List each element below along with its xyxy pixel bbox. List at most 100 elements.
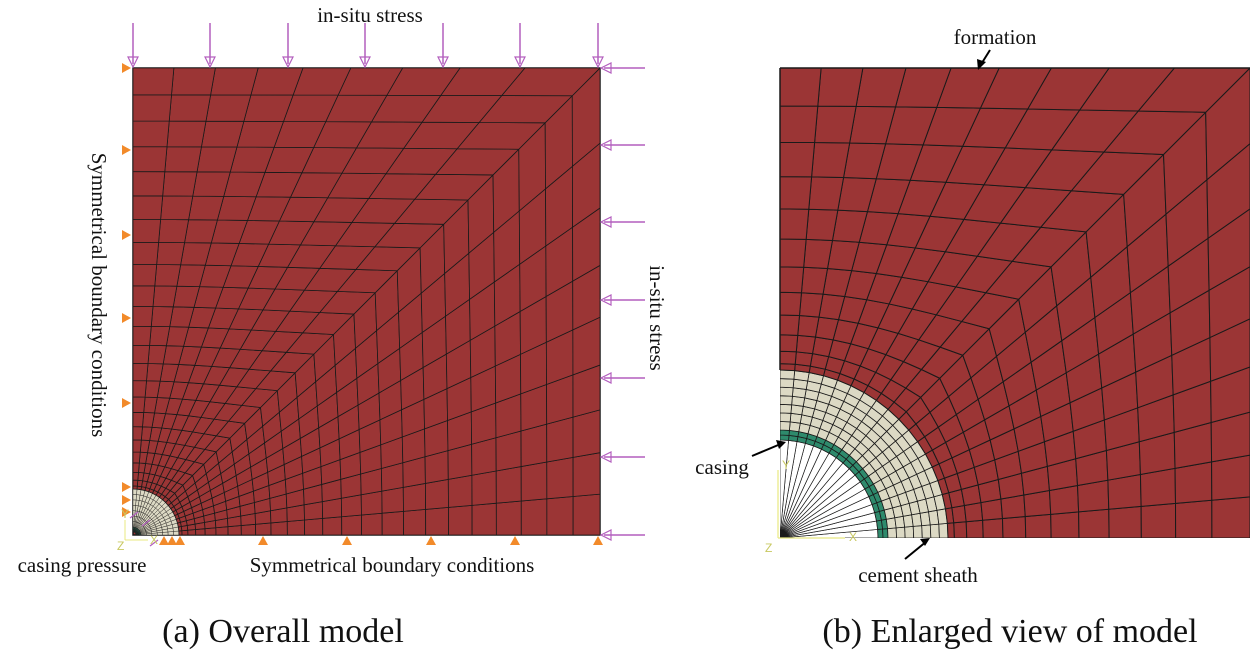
formation-cell (936, 68, 1000, 109)
formation-cell (168, 94, 212, 122)
cement-cell (136, 488, 142, 496)
formation-cell (304, 517, 324, 535)
symmetry-constraints-left (122, 63, 131, 517)
constraint-marker (258, 536, 268, 545)
formation-cell (1208, 266, 1250, 339)
formation-cell (1211, 496, 1250, 538)
caption-overall-model: (a) Overall model (162, 613, 404, 650)
formation-cell (953, 521, 968, 538)
formation-cell (780, 68, 822, 107)
formation-cell (133, 120, 170, 148)
formation-cell (1174, 461, 1213, 504)
caption-enlarged-view: (b) Enlarged view of model (822, 613, 1197, 650)
stress-arrow-head (599, 62, 612, 74)
formation-cell (196, 146, 238, 173)
formation-label: formation (954, 25, 1037, 49)
formation-cell (780, 363, 796, 372)
cement-cell (780, 378, 795, 389)
formation-cell (133, 451, 141, 464)
cement-cell (780, 369, 796, 380)
cement-sheath-pointer (904, 538, 930, 560)
cement-cell (780, 412, 792, 423)
formation-cell (1205, 68, 1250, 181)
mesh-a (133, 68, 600, 535)
formation-cell (133, 426, 143, 441)
formation-cell (140, 426, 153, 441)
formation-cell (341, 514, 362, 535)
formation-cell (1108, 505, 1142, 538)
stress-arrow-head (282, 56, 294, 69)
stress-arrow-head (127, 56, 139, 69)
formation-cell (133, 195, 164, 220)
constraint-marker (122, 313, 131, 323)
formation-cell (133, 241, 160, 265)
formation-cell (803, 238, 834, 270)
formation-cell (780, 176, 813, 210)
formation-cell (495, 500, 522, 535)
symmetry-constraints-bottom (159, 536, 603, 545)
casing-cell (877, 528, 884, 538)
formation-cell (1210, 366, 1250, 424)
constraint-marker (593, 536, 603, 545)
formation-cell (495, 466, 522, 504)
formation-cell (133, 411, 145, 428)
formation-cell (965, 519, 984, 538)
constraint-marker (175, 536, 185, 545)
constraint-marker (122, 63, 131, 73)
formation-cell (139, 439, 151, 454)
formation-cell (255, 522, 272, 535)
cement-cell (912, 525, 923, 538)
formation-cell (1050, 511, 1080, 538)
formation-cell (572, 409, 600, 458)
cement-cell (133, 521, 135, 528)
pressure-arrow (149, 539, 159, 547)
panel-enlarged-view: X Y Z formation casing cement sheath (b)… (695, 25, 1250, 650)
formation-cell (572, 316, 600, 376)
panel-overall-model: X Y Z in-situ stress in-situ stress Symm… (18, 3, 669, 650)
formation-cell (1174, 499, 1213, 538)
constraint-marker (122, 482, 131, 492)
formation-cell (1206, 142, 1250, 240)
formation-cell (894, 68, 952, 108)
constraint-marker (122, 507, 131, 517)
left-symmetry-label: Symmetrical boundary conditions (87, 153, 111, 438)
formation-cell (572, 142, 600, 228)
formation-cell (798, 292, 824, 318)
formation-cell (546, 496, 574, 535)
stress-arrow-head (599, 372, 612, 384)
casing-pressure-label: casing pressure (18, 553, 147, 577)
formation-cell (322, 516, 343, 535)
formation-cell (1026, 68, 1110, 111)
formation-cell (808, 176, 845, 211)
formation-cell (471, 470, 497, 506)
cement-cell (921, 524, 932, 538)
casing-label: casing (695, 455, 749, 479)
formation-cell (270, 521, 288, 535)
formation-pointer (977, 49, 991, 70)
axis-y-label-a: Y (121, 507, 129, 521)
cement-cell (780, 395, 793, 406)
stress-arrow-head (599, 529, 612, 541)
formation-cell (817, 68, 864, 107)
formation-cell (133, 462, 140, 473)
formation-cell (133, 94, 172, 122)
formation-cell (147, 344, 167, 365)
formation-cell (133, 362, 149, 382)
formation-cell (240, 523, 257, 535)
formation-cell (286, 519, 306, 535)
cement-cell (133, 505, 136, 512)
formation-cell (780, 208, 810, 240)
casing-cell (780, 429, 790, 436)
formation-cell (1210, 411, 1250, 463)
formation-cell (133, 325, 152, 346)
formation-cell (1001, 515, 1027, 538)
formation-cell (424, 478, 449, 510)
stress-arrow-head (592, 56, 604, 69)
formation-cell (780, 238, 807, 268)
formation-cell (572, 264, 600, 331)
casing-pointer (751, 440, 786, 457)
formation-cell (381, 510, 404, 535)
formation-cell (156, 241, 186, 266)
formation-cell (146, 363, 164, 382)
